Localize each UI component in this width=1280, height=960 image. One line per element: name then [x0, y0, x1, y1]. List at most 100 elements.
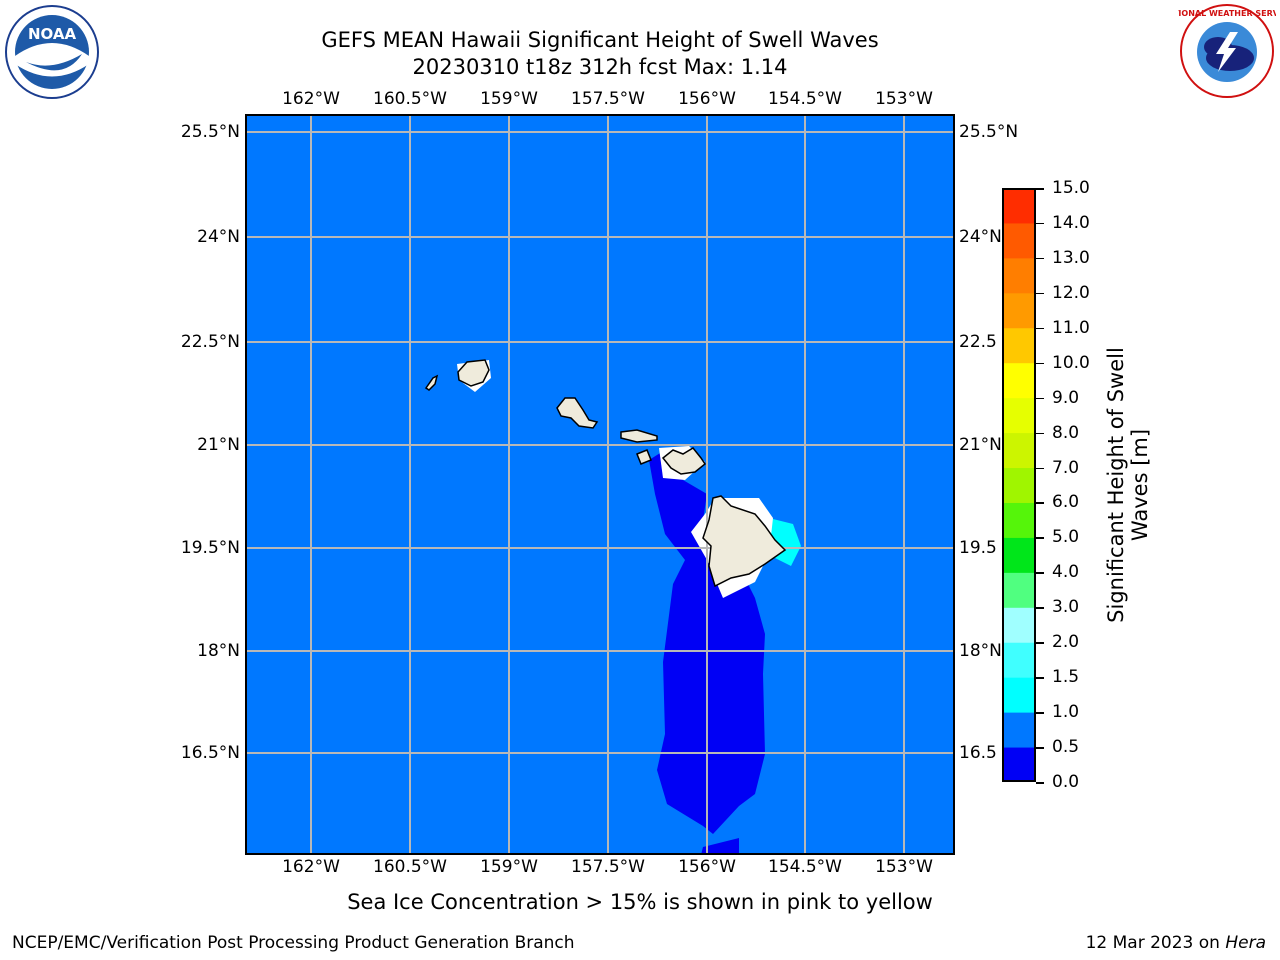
lat-tick-right: 24°N — [959, 227, 1002, 247]
lon-tick-bottom: 159°W — [480, 857, 538, 877]
colorbar-tick-label: 5.0 — [1052, 527, 1080, 548]
colorbar-tick-mark — [1036, 432, 1044, 435]
colorbar-tick-mark — [1036, 467, 1044, 470]
lon-tick-bottom: 153°W — [875, 857, 933, 877]
colorbar-tick-mark — [1036, 327, 1044, 330]
lon-tick-bottom: 154.5°W — [768, 857, 842, 877]
colorbar-tick-label: 11.0 — [1052, 317, 1090, 338]
colorbar-tick-mark — [1036, 642, 1044, 644]
lon-tick-top: 153°W — [875, 89, 933, 109]
lon-tick-top: 154.5°W — [768, 89, 842, 109]
colorbar-tick-label: 9.0 — [1052, 387, 1080, 408]
colorbar-tick-mark — [1036, 257, 1044, 260]
colorbar-tick-label: 1.5 — [1052, 667, 1080, 688]
colorbar-tick-mark — [1036, 572, 1044, 574]
colorbar-tick-label: 10.0 — [1052, 352, 1090, 373]
noaa-logo: NOAA — [5, 5, 99, 99]
ocean-background — [245, 114, 955, 855]
lat-tick-left: 16.5°N — [180, 743, 240, 763]
colorbar-tick-mark — [1036, 747, 1044, 749]
sea-ice-note: Sea Ice Concentration > 15% is shown in … — [347, 890, 933, 914]
lat-tick-right: 22.5 — [959, 332, 997, 352]
footer-date-text: 12 Mar 2023 on — [1085, 933, 1226, 953]
lon-tick-top: 159°W — [480, 89, 538, 109]
colorbar-segment — [1003, 292, 1035, 329]
lat-tick-left: 25.5°N — [180, 122, 240, 142]
lat-tick-left: 22.5°N — [180, 332, 240, 352]
lat-tick-right: 16.5 — [959, 743, 997, 763]
colorbar-tick-label: 15.0 — [1052, 178, 1090, 198]
colorbar-tick-label: 7.0 — [1052, 457, 1080, 478]
lon-tick-top: 156°W — [678, 89, 736, 109]
colorbar-tick-label: 4.0 — [1052, 562, 1080, 583]
lat-tick-left: 18°N — [197, 641, 240, 661]
colorbar-segment — [1003, 257, 1035, 294]
colorbar-tick-label: 2.0 — [1052, 632, 1080, 653]
colorbar-tick-mark — [1036, 782, 1044, 784]
island-niihau — [424, 374, 439, 391]
colorbar-tick-label: 0.5 — [1052, 737, 1080, 758]
colorbar-tick-label: 14.0 — [1052, 212, 1090, 233]
lon-tick-bottom: 156°W — [678, 857, 736, 877]
lat-tick-right: 21°N — [959, 435, 1002, 455]
colorbar-tick-mark — [1036, 537, 1044, 539]
island-molokai — [620, 429, 658, 443]
colorbar-segment — [1003, 712, 1035, 748]
colorbar-tick-mark — [1036, 222, 1044, 225]
islands — [424, 359, 787, 588]
colorbar-segment — [1003, 607, 1035, 643]
colorbar-tick-mark — [1036, 677, 1044, 679]
lon-tick-top: 160.5°W — [373, 89, 447, 109]
map-border — [245, 114, 955, 855]
island-oahu — [556, 397, 599, 429]
lon-tick-bottom: 162°W — [282, 857, 340, 877]
colorbar-segment — [1003, 642, 1035, 678]
graticule — [245, 114, 955, 855]
colorbar-segment — [1003, 222, 1035, 259]
colorbar-segment — [1003, 747, 1035, 782]
island-kauai — [457, 359, 490, 387]
colorbar-segment — [1003, 432, 1035, 469]
colorbar-segment — [1003, 397, 1035, 434]
nws-logo-text: NATIONAL WEATHER SERVICE — [1178, 9, 1276, 18]
footer-machine: Hera — [1225, 933, 1266, 953]
lon-tick-bottom: 157.5°W — [571, 857, 645, 877]
lat-tick-right: 18°N — [959, 641, 1002, 661]
colorbar-tick-mark — [1036, 607, 1044, 609]
colorbar-tick-mark — [1036, 188, 1044, 190]
island-hawaii — [702, 495, 787, 588]
lon-tick-top: 162°W — [282, 89, 340, 109]
lat-tick-left: 24°N — [197, 227, 240, 247]
colorbar-segment — [1003, 362, 1035, 399]
colorbar-tick-label: 0.0 — [1052, 772, 1080, 792]
colorbar-tick-label: 12.0 — [1052, 282, 1090, 303]
map-panel — [245, 114, 955, 855]
colorbar-segment — [1003, 502, 1035, 538]
colorbar-segment — [1003, 572, 1035, 608]
colorbar-tick-label: 3.0 — [1052, 597, 1080, 618]
colorbar-tick-label: 6.0 — [1052, 492, 1080, 513]
colorbar-tick-label: 1.0 — [1052, 702, 1080, 723]
colorbar-tick-label: 13.0 — [1052, 247, 1090, 268]
colorbar-tick-mark — [1036, 712, 1044, 714]
lat-tick-left: 21°N — [197, 435, 240, 455]
colorbar-tick-label: 8.0 — [1052, 422, 1080, 443]
colorbar-segment — [1003, 467, 1035, 503]
colorbar-tick-mark — [1036, 292, 1044, 295]
colorbar-title: Significant Height of Swell Waves [m] — [1104, 347, 1152, 623]
lon-tick-bottom: 160.5°W — [373, 857, 447, 877]
lat-tick-left: 19.5°N — [180, 538, 240, 558]
colorbar-segment — [1003, 188, 1035, 224]
map-title: GEFS MEAN Hawaii Significant Height of S… — [321, 28, 879, 52]
lon-tick-top: 157.5°W — [571, 89, 645, 109]
nws-logo: NATIONAL WEATHER SERVICE — [1178, 4, 1276, 98]
colorbar-segments — [1003, 188, 1035, 782]
colorbar-segment — [1003, 537, 1035, 573]
colorbar-tick-mark — [1036, 397, 1044, 400]
map-subtitle-forecast: 20230310 t18z 312h fcst Max: 1.14 — [412, 55, 788, 79]
swell-band-low-tail — [701, 838, 739, 855]
colorbar-segment — [1003, 677, 1035, 713]
lat-tick-right: 19.5 — [959, 538, 997, 558]
island-lanai — [636, 449, 652, 465]
island-maui — [661, 447, 707, 475]
